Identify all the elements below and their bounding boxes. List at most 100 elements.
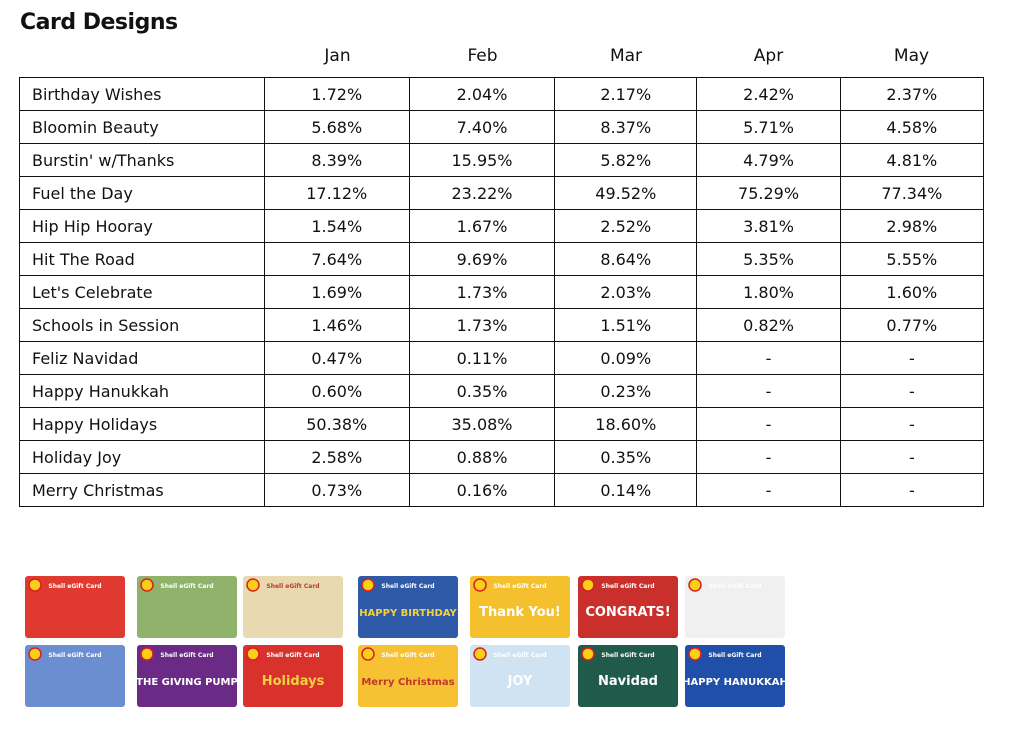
- row-label: Burstin' w/Thanks: [19, 143, 265, 177]
- cell: 23.22%: [408, 176, 556, 210]
- cell: 50.38%: [263, 407, 410, 441]
- cell: 2.04%: [408, 77, 556, 111]
- cell: -: [839, 374, 985, 408]
- card-caption: Shell eGift Card: [708, 652, 761, 659]
- card: Shell eGift Card: [243, 576, 343, 638]
- cell: -: [696, 473, 841, 507]
- cell: 0.14%: [554, 473, 698, 507]
- shell-logo: [473, 647, 487, 661]
- column-header: Jan: [324, 46, 351, 66]
- cell: 5.55%: [839, 242, 985, 276]
- row-label: Happy Hanukkah: [19, 374, 265, 408]
- card-background: [137, 576, 237, 638]
- table-row: Hit The Road 7.64% 9.69% 8.64% 5.35% 5.55%: [19, 242, 985, 276]
- cell: 75.29%: [696, 176, 841, 210]
- card: Shell eGift Card THE GIVING PUMP: [136, 645, 238, 707]
- card-caption: Shell eGift Card: [266, 583, 319, 590]
- table-row: Happy Hanukkah 0.60% 0.35% 0.23% - -: [19, 374, 985, 408]
- table-row: Feliz Navidad 0.47% 0.11% 0.09% - -: [19, 341, 985, 375]
- table-row: Fuel the Day 17.12% 23.22% 49.52% 75.29% 77.3…: [19, 176, 985, 210]
- cell: 1.67%: [408, 209, 556, 243]
- card-background: [358, 645, 458, 707]
- card-background: [243, 576, 343, 638]
- card-caption: Shell eGift Card: [160, 583, 213, 590]
- cell: 8.37%: [554, 110, 698, 144]
- row-label: Let's Celebrate: [19, 275, 265, 309]
- cell: 5.82%: [554, 143, 698, 177]
- cell: -: [696, 341, 841, 375]
- cell: 1.46%: [263, 308, 410, 342]
- cell: 18.60%: [554, 407, 698, 441]
- cell: 0.11%: [408, 341, 556, 375]
- table-row: Let's Celebrate 1.69% 1.73% 2.03% 1.80% 1.60%: [19, 275, 985, 309]
- card-text: THE GIVING PUMP: [136, 677, 238, 688]
- row-label: Schools in Session: [19, 308, 265, 342]
- cell: -: [696, 440, 841, 474]
- cell: 4.79%: [696, 143, 841, 177]
- card-text: CONGRATS!: [585, 605, 670, 620]
- row-label: Happy Holidays: [19, 407, 265, 441]
- cell: 0.16%: [408, 473, 556, 507]
- card-caption: Shell eGift Card: [266, 652, 319, 659]
- header-row: Jan Feb Mar Apr May: [19, 46, 984, 72]
- card-caption: Shell eGift Card: [601, 652, 654, 659]
- cell: 49.52%: [554, 176, 698, 210]
- cell: 9.69%: [408, 242, 556, 276]
- card-text: HAPPY HANUKKAH: [682, 677, 788, 688]
- shell-logo: [581, 578, 595, 592]
- column-header: May: [893, 46, 930, 66]
- cell: -: [696, 374, 841, 408]
- cell: 5.68%: [263, 110, 410, 144]
- cell: 0.60%: [263, 374, 410, 408]
- column-header: Apr: [753, 46, 784, 66]
- shell-logo: [361, 578, 375, 592]
- cell: 1.72%: [263, 77, 410, 111]
- card-caption: Shell eGift Card: [48, 652, 101, 659]
- cell: 0.88%: [408, 440, 556, 474]
- cell: -: [839, 473, 985, 507]
- cell: 1.60%: [839, 275, 985, 309]
- cell: 0.35%: [554, 440, 698, 474]
- cell: 5.35%: [696, 242, 841, 276]
- shell-logo: [140, 578, 154, 592]
- card-background: [578, 576, 678, 638]
- table-row: Bloomin Beauty 5.68% 7.40% 8.37% 5.71% 4.58%: [19, 110, 985, 144]
- cell: 35.08%: [408, 407, 556, 441]
- cell: 1.69%: [263, 275, 410, 309]
- cell: 0.73%: [263, 473, 410, 507]
- card-background: [137, 645, 237, 707]
- cell: 8.64%: [554, 242, 698, 276]
- card: Shell eGift Card Holidays: [243, 645, 343, 707]
- card-text: Thank You!: [479, 605, 561, 620]
- card: Shell eGift Card HAPPY BIRTHDAY: [358, 576, 458, 638]
- shell-logo: [473, 578, 487, 592]
- row-label: Fuel the Day: [19, 176, 265, 210]
- card: Shell eGift Card CONGRATS!: [578, 576, 678, 638]
- table-row: Hip Hip Hooray 1.54% 1.67% 2.52% 3.81% 2.98%: [19, 209, 985, 243]
- cell: 77.34%: [839, 176, 985, 210]
- cell: 7.64%: [263, 242, 410, 276]
- card-background: [25, 645, 125, 707]
- cell: 17.12%: [263, 176, 410, 210]
- cell: 1.73%: [408, 308, 556, 342]
- cell: 1.51%: [554, 308, 698, 342]
- card-caption: Shell eGift Card: [48, 583, 101, 590]
- card-caption: Shell eGift Card: [493, 583, 546, 590]
- table-row: Happy Holidays 50.38% 35.08% 18.60% - -: [19, 407, 985, 441]
- cell: -: [696, 407, 841, 441]
- shell-logo: [361, 647, 375, 661]
- cell: 5.71%: [696, 110, 841, 144]
- cell: -: [839, 440, 985, 474]
- card-background: [470, 576, 570, 638]
- row-label: Hip Hip Hooray: [19, 209, 265, 243]
- cell: 7.40%: [408, 110, 556, 144]
- cell: 2.03%: [554, 275, 698, 309]
- card-caption: Shell eGift Card: [708, 583, 761, 590]
- shell-logo: [688, 578, 702, 592]
- card: Shell eGift Card HAPPY HANUKKAH: [682, 645, 788, 707]
- row-label: Bloomin Beauty: [19, 110, 265, 144]
- card-background: [685, 645, 785, 707]
- card-caption: Shell eGift Card: [381, 583, 434, 590]
- cell: 2.58%: [263, 440, 410, 474]
- shell-logo: [246, 647, 260, 661]
